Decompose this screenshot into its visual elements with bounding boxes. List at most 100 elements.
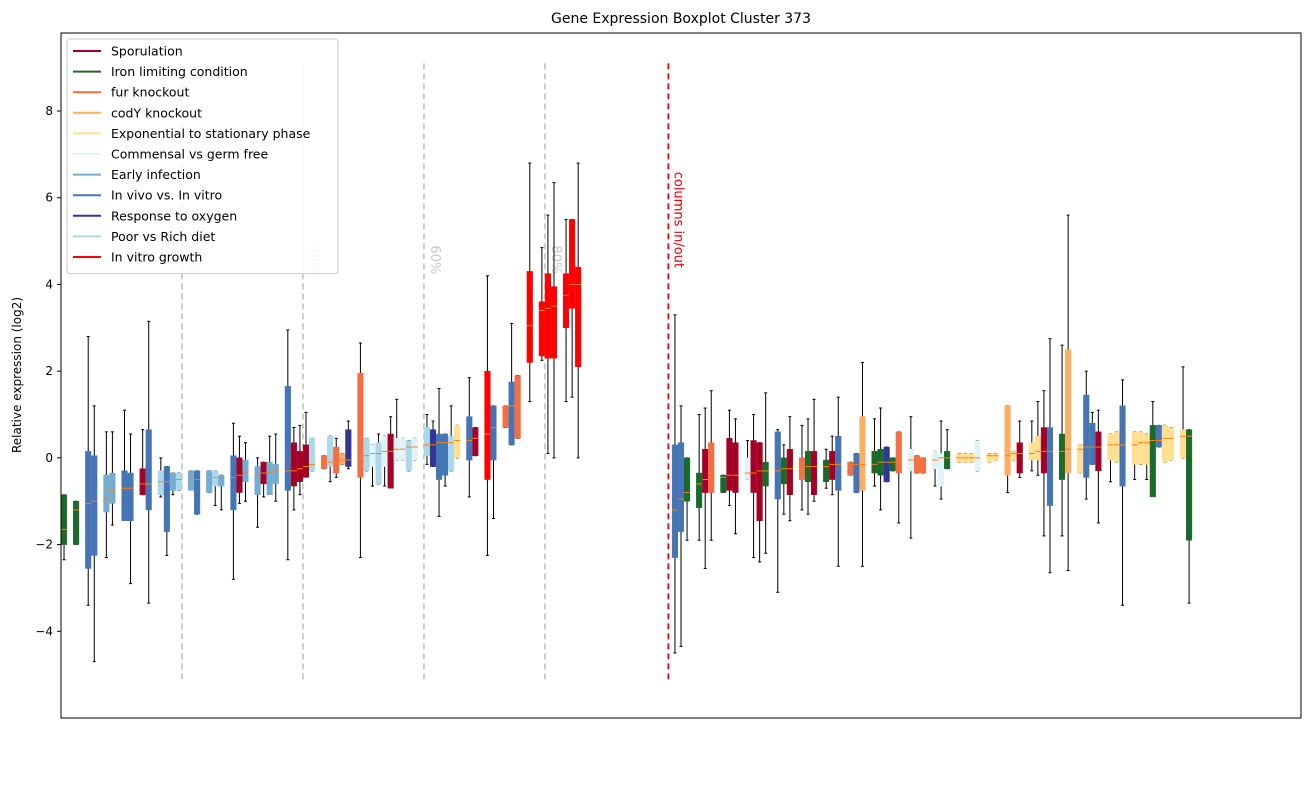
legend-item: In vivo vs. In vitro bbox=[73, 188, 222, 203]
box-body bbox=[91, 455, 98, 556]
box bbox=[399, 437, 406, 461]
box bbox=[302, 411, 310, 478]
box bbox=[508, 322, 515, 446]
box bbox=[1046, 338, 1054, 574]
box bbox=[502, 405, 509, 429]
box-body bbox=[157, 470, 164, 495]
legend-label: Sporulation bbox=[111, 44, 183, 59]
box-body bbox=[913, 455, 920, 474]
box bbox=[575, 162, 582, 459]
box-body bbox=[1095, 431, 1102, 472]
box bbox=[442, 433, 449, 487]
legend-label: Early infection bbox=[111, 167, 201, 182]
box-body bbox=[708, 442, 715, 493]
box-body bbox=[230, 455, 237, 511]
box-body bbox=[1137, 431, 1144, 465]
box bbox=[780, 444, 787, 515]
box bbox=[1016, 420, 1023, 478]
box bbox=[169, 472, 176, 496]
box bbox=[163, 466, 170, 556]
box bbox=[702, 407, 709, 569]
box-body bbox=[1028, 442, 1035, 461]
legend-item: Iron limiting condition bbox=[73, 64, 248, 79]
box bbox=[550, 182, 558, 459]
box bbox=[369, 444, 376, 487]
box-body bbox=[974, 440, 981, 472]
box-body bbox=[944, 451, 951, 469]
box-body bbox=[780, 457, 787, 485]
box bbox=[157, 457, 164, 498]
box-series bbox=[60, 162, 1193, 663]
box-body bbox=[1143, 433, 1150, 465]
box bbox=[109, 431, 116, 526]
box-body bbox=[363, 438, 370, 472]
box-body bbox=[889, 457, 896, 472]
box-body bbox=[1065, 349, 1072, 474]
box-body bbox=[1004, 405, 1011, 476]
box bbox=[284, 329, 291, 561]
legend-label: Exponential to stationary phase bbox=[111, 126, 311, 141]
box-body bbox=[194, 470, 201, 515]
box bbox=[242, 442, 249, 502]
box bbox=[194, 470, 201, 515]
box bbox=[139, 429, 146, 496]
legend-item: Commensal vs germ free bbox=[73, 147, 268, 162]
box-body bbox=[1167, 427, 1175, 461]
box bbox=[907, 416, 914, 539]
box bbox=[1107, 433, 1114, 483]
y-tick-label: 0 bbox=[45, 451, 53, 465]
box bbox=[127, 433, 134, 585]
box-body bbox=[484, 370, 491, 480]
box-body bbox=[756, 442, 763, 521]
box-body bbox=[60, 494, 68, 545]
box-body bbox=[466, 416, 473, 461]
box-body bbox=[774, 431, 781, 500]
box bbox=[357, 342, 364, 559]
box bbox=[272, 433, 279, 502]
box bbox=[877, 407, 884, 511]
box-body bbox=[569, 219, 576, 309]
box bbox=[448, 405, 455, 472]
box-body bbox=[986, 453, 993, 463]
box bbox=[798, 424, 806, 511]
box-body bbox=[387, 433, 394, 489]
legend-label: codY knockout bbox=[111, 105, 202, 120]
box-body bbox=[121, 470, 128, 521]
box-body bbox=[563, 273, 570, 329]
box bbox=[466, 377, 473, 498]
box-body bbox=[272, 464, 279, 485]
box bbox=[1040, 390, 1047, 537]
box-body bbox=[435, 433, 443, 480]
box-body bbox=[895, 431, 902, 474]
box-body bbox=[508, 381, 515, 446]
legend-item: Response to oxygen bbox=[73, 208, 237, 223]
box bbox=[968, 453, 975, 463]
box-body bbox=[883, 446, 890, 482]
legend-label: Commensal vs germ free bbox=[111, 147, 268, 162]
box bbox=[569, 218, 576, 398]
box bbox=[405, 440, 412, 472]
box-body bbox=[339, 453, 346, 465]
box-body bbox=[266, 461, 273, 495]
box bbox=[1083, 370, 1090, 500]
box bbox=[91, 405, 98, 663]
box-body bbox=[85, 451, 92, 569]
box bbox=[187, 470, 195, 491]
box bbox=[333, 437, 340, 478]
box-body bbox=[139, 468, 146, 495]
legend-box bbox=[66, 38, 339, 275]
box-body bbox=[1161, 425, 1168, 463]
box-body bbox=[823, 459, 830, 482]
box-body bbox=[127, 472, 134, 521]
box-body bbox=[254, 466, 261, 495]
box-body bbox=[490, 405, 497, 461]
box-body bbox=[575, 266, 582, 368]
box bbox=[938, 420, 945, 500]
box-body bbox=[1034, 435, 1041, 461]
box-body bbox=[1083, 394, 1090, 478]
box-body bbox=[296, 451, 303, 482]
box bbox=[375, 433, 382, 485]
box bbox=[472, 427, 479, 457]
box bbox=[756, 442, 763, 563]
